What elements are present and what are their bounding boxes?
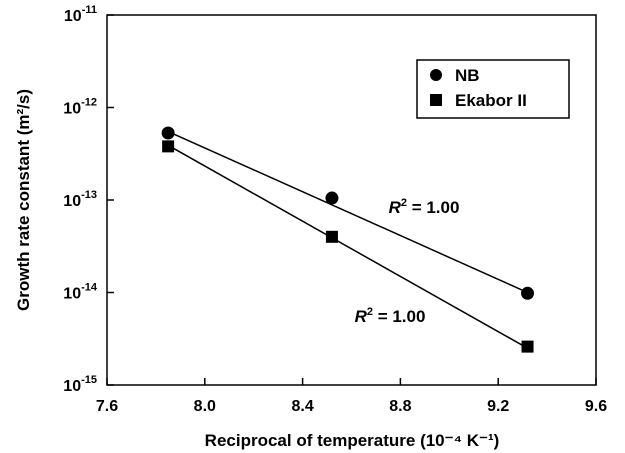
y-tick-label: 10-12 <box>63 97 97 118</box>
x-tick-label: 8.8 <box>389 398 411 415</box>
x-tick-label: 8.0 <box>194 398 216 415</box>
legend-box <box>416 59 570 119</box>
y-tick-label: 10-14 <box>63 282 98 303</box>
x-tick-label: 7.6 <box>96 398 118 415</box>
nb-data-point <box>161 126 175 140</box>
r-squared-label: R2 = 1.00 <box>389 197 460 217</box>
annotations: R2 = 1.00 R2 = 1.00 <box>355 197 460 326</box>
fit-lines <box>167 130 528 349</box>
nb-data-point <box>325 191 339 205</box>
y-tick-label: 10-15 <box>63 374 97 395</box>
x-axis-title: Reciprocal of temperature (10⁻⁴ K⁻¹) <box>205 431 500 450</box>
data-markers <box>161 126 535 353</box>
legend-nb-marker <box>430 69 442 81</box>
y-axis-title: Growth rate constant (m²/s) <box>14 89 33 311</box>
y-tick-label: 10-13 <box>63 189 97 210</box>
axis-ticks: 7.6 8.0 8.4 8.8 9.2 9.6 10-15 10-14 10-13 10-12 10… <box>63 4 607 415</box>
y-tick-label: 10-11 <box>64 4 97 25</box>
legend: NB Ekabor II <box>416 59 570 119</box>
legend-ekabor-marker <box>430 94 442 106</box>
ekabor-data-point <box>325 230 338 243</box>
x-tick-label: 9.6 <box>585 398 607 415</box>
legend-nb-label: NB <box>455 66 480 85</box>
legend-ekabor-label: Ekabor II <box>455 91 527 110</box>
x-tick-label: 9.2 <box>487 398 509 415</box>
nb-data-point <box>521 286 535 300</box>
fit-line-nb <box>167 130 528 294</box>
x-tick-label: 8.4 <box>291 398 313 415</box>
r-squared-label: R2 = 1.00 <box>355 306 426 326</box>
ekabor-data-point <box>162 140 175 153</box>
ekabor-data-point <box>521 340 534 353</box>
fit-line-ekabor <box>167 144 528 349</box>
